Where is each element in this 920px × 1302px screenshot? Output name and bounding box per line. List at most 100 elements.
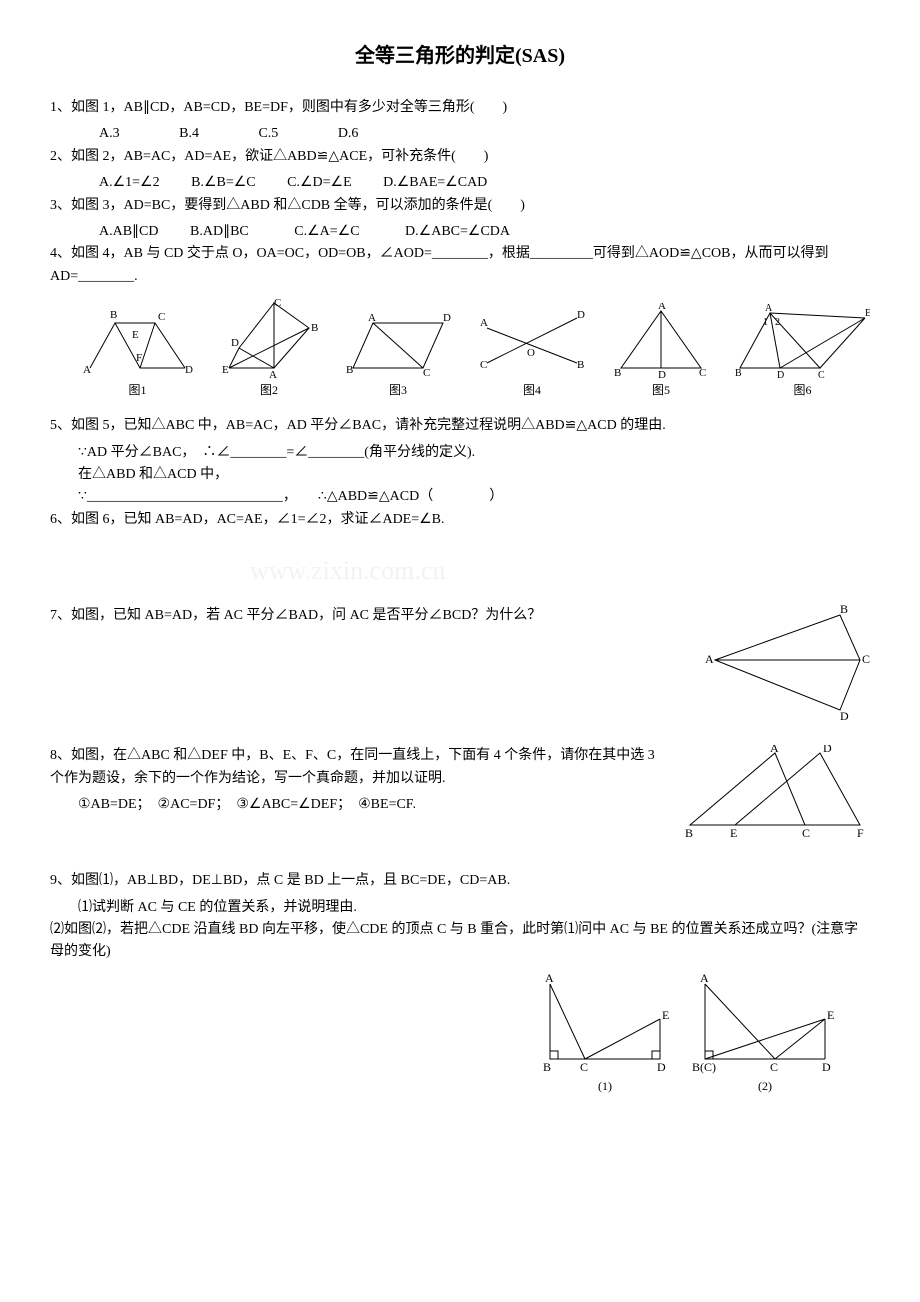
svg-text:E: E [730, 826, 737, 840]
svg-text:C: C [818, 370, 825, 378]
svg-text:F: F [136, 352, 142, 364]
svg-text:A: A [368, 313, 376, 324]
svg-text:D: D [658, 369, 666, 378]
q1-optA: A.3 [99, 126, 120, 141]
q9-l1: 9、如图⑴，AB⊥BD，DE⊥BD，点 C 是 BD 上一点，且 BC=DE，C… [50, 870, 870, 892]
diagram-1: AB D EF C 图1 [80, 303, 195, 400]
svg-text:B: B [311, 322, 318, 334]
q9-sub1: (1) [598, 1077, 612, 1096]
svg-text:E: E [827, 1008, 834, 1022]
fig1-svg: AB D EF C [80, 303, 195, 378]
fig-q7-svg: A B C D [700, 605, 870, 725]
svg-text:D: D [657, 1060, 666, 1074]
svg-text:O: O [527, 347, 535, 359]
diagram-3: A D B C 图3 [343, 313, 453, 400]
svg-text:E: E [132, 329, 139, 341]
svg-text:B(C): B(C) [692, 1060, 716, 1074]
fig-q8-svg: AD BE CF [680, 745, 870, 840]
fig-q9-2-svg: A E B(C) C D [690, 974, 840, 1074]
q6-text: 6、如图 6，已知 AB=AD，AC=AE，∠1=∠2，求证∠ADE=∠B. [50, 509, 870, 531]
svg-text:D: D [577, 309, 585, 321]
svg-text:B: B [735, 368, 742, 378]
svg-text:D: D [231, 337, 239, 349]
fig-q9-1-svg: AE BCD [535, 974, 675, 1074]
q9-l3: ⑵如图⑵，若把△CDE 沿直线 BD 向左平移，使△CDE 的顶点 C 与 B … [50, 919, 870, 964]
fig2-svg: A B C D E [219, 298, 319, 378]
bottom-diagrams: A E B C D (1) A E B(C) C D (2) [50, 974, 840, 1096]
svg-text:E: E [222, 364, 229, 376]
svg-text:E: E [865, 308, 870, 319]
svg-text:B: B [840, 605, 848, 616]
fig-q9-2: A E B(C) C D (2) [690, 974, 840, 1096]
svg-text:B: B [543, 1060, 551, 1074]
svg-text:A: A [765, 303, 773, 314]
q3-optD: D.∠ABC=∠CDA [405, 224, 510, 239]
svg-text:A: A [770, 745, 779, 755]
svg-text:B: B [685, 826, 693, 840]
fig-q9-1: AE BCD (1) [535, 974, 675, 1096]
q3-optB: B.AD∥BC [190, 224, 249, 239]
q3-optA: A.AB∥CD [99, 224, 159, 239]
q1-options: A.3 B.4 C.5 D.6 [99, 123, 870, 145]
diagrams-row: AB D EF C 图1 AB CD E 图2 [80, 298, 870, 400]
svg-text:C: C [770, 1060, 778, 1074]
svg-text:B: B [110, 309, 117, 321]
diagram-2: A B C D E 图2 [219, 298, 319, 400]
q2-optC: C.∠D=∠E [287, 175, 352, 190]
diagram-4: AD CB O 图4 [477, 308, 587, 400]
page-title: 全等三角形的判定(SAS) [50, 40, 870, 72]
svg-text:A: A [545, 974, 554, 985]
svg-text:C: C [423, 367, 430, 378]
fig6-svg: A 12 B D C E [735, 303, 870, 378]
svg-text:B: B [614, 367, 621, 378]
svg-text:A: A [269, 369, 277, 378]
fig5-svg: A B D C [611, 303, 711, 378]
svg-text:C: C [699, 367, 706, 378]
svg-text:1: 1 [763, 317, 768, 328]
svg-text:C: C [862, 652, 870, 666]
q1-optB: B.4 [179, 126, 199, 141]
fig3-label: 图3 [389, 381, 407, 400]
fig1-label: 图1 [128, 381, 146, 400]
q5-l4: ∵____________________________， ∴△ABD≌△AC… [78, 486, 870, 508]
q2-optD: D.∠BAE=∠CAD [383, 175, 487, 190]
svg-text:A: A [700, 974, 709, 985]
svg-text:A: A [83, 364, 91, 376]
q9-sub2: (2) [758, 1077, 772, 1096]
q4-text: 4、如图 4，AB 与 CD 交于点 O，OA=OC，OD=OB，∠AOD=__… [50, 243, 870, 288]
q5-l3: 在△ABD 和△ACD 中， [78, 464, 870, 486]
svg-text:D: D [840, 709, 849, 723]
q2-optA: A.∠1=∠2 [99, 175, 160, 190]
svg-text:D: D [777, 370, 784, 378]
svg-text:B: B [346, 364, 353, 376]
svg-text:B: B [577, 359, 584, 371]
q9-l2: ⑴试判断 AC 与 CE 的位置关系，并说明理由. [78, 897, 870, 919]
q1-text: 1、如图 1，AB∥CD，AB=CD，BE=DF，则图中有多少对全等三角形( ) [50, 97, 870, 119]
diagram-5: A B D C 图5 [611, 303, 711, 400]
svg-text:2: 2 [775, 317, 780, 328]
q5-l1: 5、如图 5，已知△ABC 中，AB=AC，AD 平分∠BAC，请补充完整过程说… [50, 415, 870, 437]
svg-text:E: E [662, 1008, 669, 1022]
svg-text:C: C [274, 298, 281, 309]
q2-text: 2、如图 2，AB=AC，AD=AE，欲证△ABD≌△ACE，可补充条件( ) [50, 146, 870, 168]
q5-l2: ∵AD 平分∠BAC， ∴∠________=∠________(角平分线的定义… [78, 442, 870, 464]
watermark: www.zixin.com.cn [250, 550, 445, 592]
diagram-6: A 12 B D C E 图6 [735, 303, 870, 400]
fig4-label: 图4 [523, 381, 541, 400]
svg-text:D: D [822, 1060, 831, 1074]
fig6-label: 图6 [793, 381, 811, 400]
svg-text:D: D [443, 313, 451, 324]
fig4-svg: AD CB O [477, 308, 587, 378]
q2-optB: B.∠B=∠C [191, 175, 256, 190]
svg-text:A: A [480, 317, 488, 329]
svg-text:D: D [185, 364, 193, 376]
svg-text:C: C [802, 826, 810, 840]
q2-options: A.∠1=∠2 B.∠B=∠C C.∠D=∠E D.∠BAE=∠CAD [99, 172, 870, 194]
svg-text:D: D [823, 745, 832, 755]
fig3-svg: A D B C [343, 313, 453, 378]
svg-text:A: A [658, 303, 666, 312]
fig5-label: 图5 [652, 381, 670, 400]
svg-text:A: A [705, 652, 714, 666]
fig2-label: 图2 [260, 381, 278, 400]
q3-optC: C.∠A=∠C [294, 224, 359, 239]
